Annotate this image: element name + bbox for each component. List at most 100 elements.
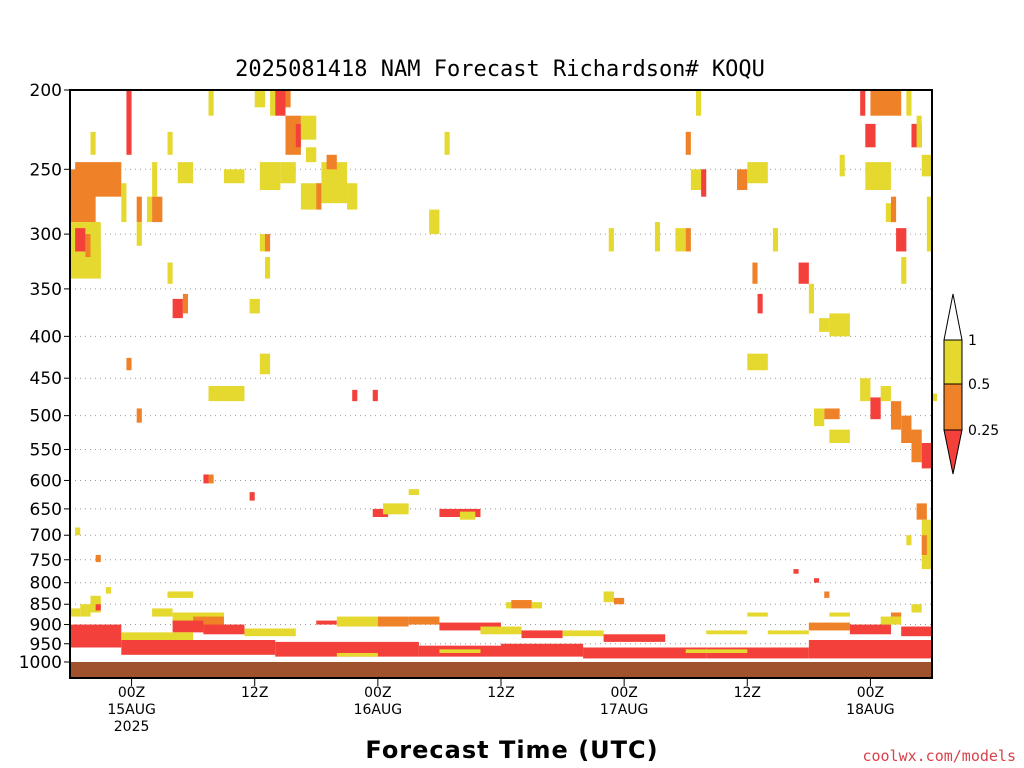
ri-cell-red xyxy=(860,90,866,116)
ri-cell-yellow xyxy=(336,653,378,657)
y-tick-label: 250 xyxy=(30,160,62,180)
ri-cell-yellow xyxy=(685,649,748,654)
x-tick-label: 2025 xyxy=(114,719,150,735)
ri-cell-red xyxy=(521,630,563,639)
ri-cell-yellow xyxy=(121,183,127,223)
ri-cell-yellow xyxy=(244,628,296,637)
ri-cell-yellow xyxy=(906,535,912,546)
ri-cell-orange xyxy=(824,408,840,420)
ri-cell-red xyxy=(798,262,809,284)
ri-cell-yellow xyxy=(695,90,702,116)
ri-cell-red xyxy=(896,228,907,252)
ri-cell-orange xyxy=(737,169,748,191)
ri-cell-yellow xyxy=(208,386,245,402)
y-tick-label: 750 xyxy=(30,551,62,571)
ri-cell-red xyxy=(295,123,301,148)
x-tick-label: 17AUG xyxy=(600,702,649,718)
ri-cell-yellow xyxy=(819,318,830,332)
ri-cell-yellow xyxy=(926,228,932,252)
y-tick-label: 300 xyxy=(30,225,62,245)
ri-cell-yellow xyxy=(80,604,91,617)
x-tick-label: 12Z xyxy=(734,685,761,701)
ri-cell-yellow xyxy=(926,196,932,229)
ri-cell-red xyxy=(75,228,86,252)
ri-cell-orange xyxy=(921,535,927,555)
ri-cell-yellow xyxy=(808,283,814,314)
ri-cell-yellow xyxy=(813,408,825,427)
x-tick-label: 12Z xyxy=(487,685,514,701)
ri-cell-yellow xyxy=(270,90,276,116)
ri-cell-orange xyxy=(901,415,912,444)
ri-cell-orange xyxy=(316,183,322,210)
ri-cell-red xyxy=(865,123,876,148)
ri-cell-orange xyxy=(408,616,440,625)
ri-cell-yellow xyxy=(772,228,779,252)
ri-cell-yellow xyxy=(264,257,271,279)
y-axis-ticks: 200 250 300 350 400 450 500 550 600 650 700 750 8008… xyxy=(19,81,70,673)
y-tick-label: 900 xyxy=(30,616,62,636)
colorbar-legend: 1 0.5 0.25 xyxy=(943,293,999,475)
x-tick-label: 00Z xyxy=(364,685,391,701)
ri-cell-yellow xyxy=(829,612,850,617)
ri-cell-yellow xyxy=(439,649,481,654)
ri-cell-yellow xyxy=(249,298,260,314)
legend-label: 0.5 xyxy=(968,377,990,393)
legend-label: 1 xyxy=(968,333,977,349)
ri-cell-red xyxy=(203,624,245,635)
y-tick-label: 200 xyxy=(30,81,62,101)
ri-cell-red xyxy=(126,90,132,155)
ri-cell-yellow xyxy=(152,162,158,197)
ri-cell-red xyxy=(172,298,183,319)
gridlines xyxy=(70,168,932,645)
ri-cell-red xyxy=(203,474,209,484)
ri-cell-yellow xyxy=(459,511,476,520)
y-tick-label: 500 xyxy=(30,407,62,427)
ri-cell-yellow xyxy=(259,353,271,375)
ri-cell-yellow xyxy=(336,616,378,627)
ri-cell-yellow xyxy=(747,353,768,371)
ri-cell-red xyxy=(849,624,891,635)
ri-cell-red xyxy=(372,389,378,402)
ri-cell-yellow xyxy=(259,162,281,191)
ri-cell-yellow xyxy=(480,626,522,635)
ri-cell-orange xyxy=(85,234,91,258)
ri-cell-orange xyxy=(685,131,691,155)
ri-cell-yellow xyxy=(911,604,922,613)
ri-cell-yellow xyxy=(167,131,173,155)
ri-cell-yellow xyxy=(280,162,296,184)
y-tick-label: 400 xyxy=(30,327,62,347)
ri-cell-yellow xyxy=(906,90,912,116)
ri-cell-yellow xyxy=(829,313,850,337)
ri-cell-orange xyxy=(136,408,142,423)
ri-cell-yellow xyxy=(90,595,101,613)
ground-layer xyxy=(70,662,932,678)
legend-bin-top xyxy=(943,293,963,341)
ri-cell-yellow xyxy=(767,630,809,635)
ri-cell-orange xyxy=(685,228,691,252)
ri-cell-orange xyxy=(511,600,532,609)
ri-cell-orange xyxy=(808,622,850,631)
ri-cell-yellow xyxy=(177,162,194,184)
x-axis-title: Forecast Time (UTC) xyxy=(365,736,658,764)
ri-cell-orange xyxy=(126,357,132,371)
ri-cell-red xyxy=(793,569,799,574)
ri-cell-yellow xyxy=(562,630,604,637)
ri-cell-orange xyxy=(870,90,902,116)
ri-cell-orange xyxy=(193,616,224,627)
ri-cell-yellow xyxy=(95,245,101,274)
ri-cell-red xyxy=(121,640,276,655)
ri-cell-red xyxy=(813,578,820,583)
ri-cell-red xyxy=(808,640,932,659)
ri-cell-yellow xyxy=(880,386,891,402)
ri-cell-orange xyxy=(890,196,897,223)
x-tick-label: 12Z xyxy=(241,685,268,701)
heatmap-cells xyxy=(70,90,937,659)
ri-cell-red xyxy=(352,389,358,402)
legend-bin-orange xyxy=(943,383,963,431)
x-tick-label: 15AUG xyxy=(107,702,156,718)
ri-cell-yellow xyxy=(603,591,614,603)
ri-cell-red xyxy=(439,508,481,518)
ri-cell-red xyxy=(706,647,809,659)
ri-cell-yellow xyxy=(916,115,922,148)
